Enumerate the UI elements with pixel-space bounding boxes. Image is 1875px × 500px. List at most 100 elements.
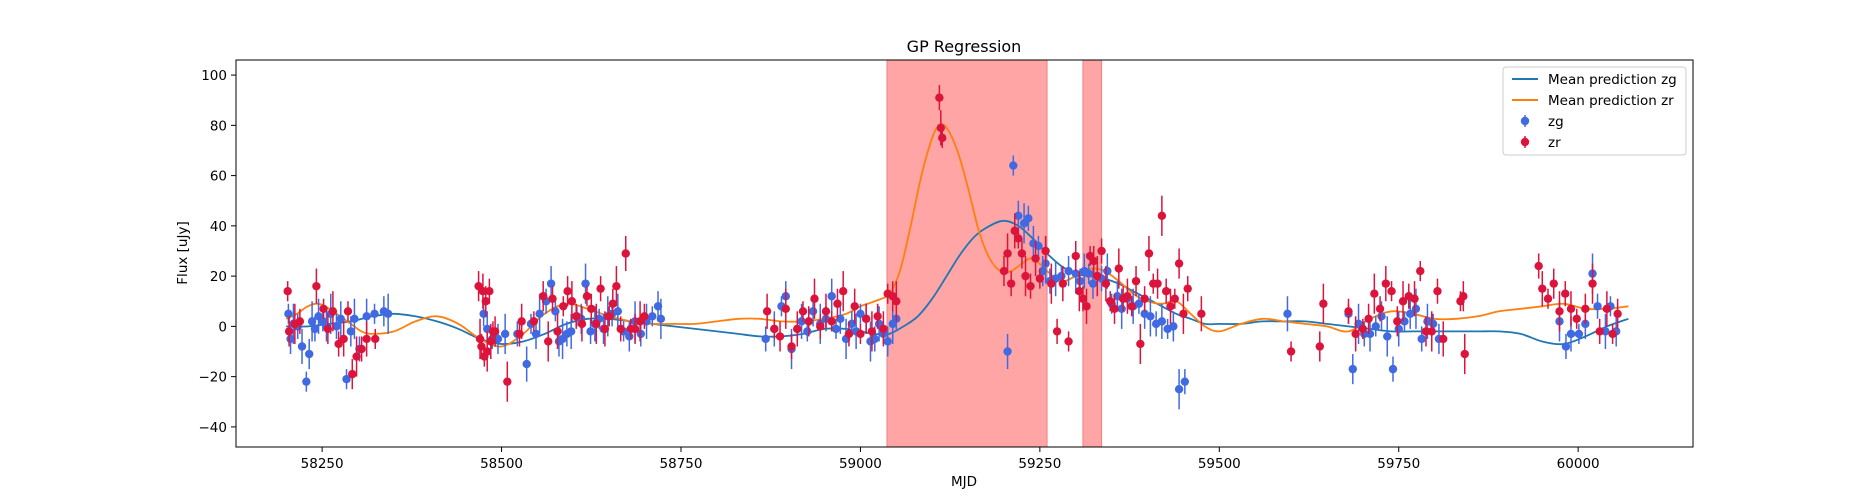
data-point-zr <box>781 288 790 329</box>
marker <box>1110 304 1119 313</box>
data-point-zr <box>1197 296 1206 332</box>
data-point-zr <box>762 293 772 329</box>
y-tick-label: 100 <box>201 68 227 84</box>
data-point-zg <box>346 316 356 347</box>
marker <box>787 342 796 351</box>
data-point-zg <box>1084 263 1093 284</box>
marker <box>302 377 311 386</box>
data-points <box>283 85 1622 410</box>
marker <box>1052 327 1062 336</box>
data-point-zr <box>816 313 825 339</box>
data-point-zr <box>352 336 361 377</box>
data-point-zr <box>1416 261 1425 282</box>
data-point-zr <box>600 311 610 347</box>
marker <box>1566 304 1576 313</box>
data-point-zr <box>1543 288 1553 309</box>
marker <box>770 324 779 334</box>
data-point-zr <box>616 316 625 342</box>
data-point-zr <box>1006 271 1016 297</box>
data-point-zr <box>1286 341 1296 362</box>
data-point-zr <box>1460 333 1469 375</box>
marker <box>500 329 510 339</box>
data-point-zr <box>529 311 539 332</box>
marker <box>357 344 366 354</box>
data-point-zg <box>1601 313 1610 349</box>
marker <box>761 334 770 344</box>
data-point-zr <box>544 321 553 362</box>
marker <box>383 309 393 319</box>
data-point-zr <box>343 301 353 322</box>
data-point-zr <box>775 321 785 352</box>
marker <box>762 307 772 316</box>
marker <box>1351 329 1360 339</box>
data-point-zg <box>1009 155 1018 176</box>
x-tick-label: 59750 <box>1377 456 1420 472</box>
marker <box>1406 309 1415 319</box>
marker <box>1197 309 1206 319</box>
marker <box>1064 266 1073 276</box>
marker <box>1179 309 1188 319</box>
marker <box>283 286 292 296</box>
x-tick-label: 60000 <box>1557 456 1600 472</box>
data-point-zr <box>879 311 888 347</box>
y-tick-label: 0 <box>218 319 227 335</box>
marker <box>567 297 577 306</box>
marker <box>847 319 857 329</box>
data-point-zr <box>810 278 819 319</box>
marker <box>856 309 865 319</box>
marker <box>581 279 590 288</box>
marker <box>1157 211 1167 221</box>
data-point-zg <box>305 338 314 370</box>
marker <box>1365 329 1375 339</box>
marker <box>1410 294 1419 303</box>
data-point-zg <box>1388 356 1398 382</box>
marker <box>531 329 541 339</box>
marker <box>1161 286 1171 296</box>
data-point-zr <box>804 306 813 337</box>
marker <box>284 309 293 319</box>
marker <box>867 327 877 336</box>
data-point-zr <box>577 306 587 342</box>
data-point-zr <box>1538 271 1547 307</box>
marker <box>1010 226 1019 236</box>
data-point-zg <box>307 301 317 342</box>
marker <box>1371 322 1380 331</box>
marker <box>827 317 836 326</box>
x-axis-label: MJD <box>951 474 977 490</box>
data-point-zr <box>608 288 618 319</box>
marker <box>592 319 601 329</box>
data-point-zg <box>613 293 623 329</box>
data-point-zg <box>1034 235 1043 257</box>
data-point-zg <box>1593 293 1602 319</box>
marker <box>1169 322 1178 331</box>
marker <box>1377 312 1386 321</box>
marker <box>328 307 338 316</box>
marker <box>1057 271 1066 281</box>
marker <box>1417 334 1426 344</box>
marker <box>587 304 596 313</box>
data-point-zg <box>761 326 770 352</box>
data-point-zr <box>1183 276 1192 302</box>
data-point-zr <box>1358 318 1368 339</box>
x-tick-label: 58750 <box>660 456 703 472</box>
data-point-zr <box>1319 283 1328 324</box>
legend-label: zr <box>1548 135 1561 151</box>
marker <box>850 302 859 311</box>
marker <box>1003 347 1012 356</box>
data-point-zr <box>1581 293 1590 324</box>
y-axis-label: Flux [uJy] <box>175 221 191 284</box>
data-point-zr <box>328 291 338 332</box>
marker <box>1375 304 1385 313</box>
marker <box>1136 339 1145 349</box>
data-point-zr <box>485 278 494 304</box>
marker <box>515 329 524 339</box>
data-point-zr <box>1421 316 1431 347</box>
data-point-zr <box>787 333 796 360</box>
x-axis-ticks: 58250 58500 58750 59000 59250 59500 59750 60000 <box>301 447 1600 472</box>
marker <box>517 317 526 326</box>
data-point-zr <box>362 321 371 357</box>
data-point-zr <box>1161 278 1171 304</box>
marker <box>1538 284 1547 293</box>
data-point-zr <box>1179 293 1188 334</box>
data-point-zr <box>295 308 305 334</box>
